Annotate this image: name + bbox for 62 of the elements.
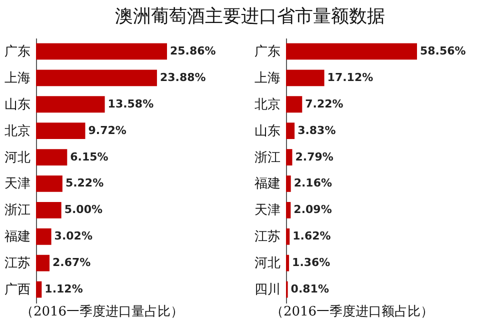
bar (286, 176, 291, 192)
y-tick-label: 浙江 (254, 150, 280, 166)
bar (286, 228, 290, 245)
bar (36, 228, 52, 245)
y-tick-label: 北京 (4, 124, 30, 139)
data-label: 3.83% (298, 124, 336, 137)
bar (286, 202, 291, 218)
data-label: 2.67% (52, 256, 91, 270)
data-label: 2.09% (294, 203, 332, 216)
data-label: 2.79% (295, 150, 334, 164)
y-tick-label: 上海 (254, 70, 280, 86)
x-axis-title: （2016一季度进口额占比） (270, 304, 434, 320)
bar (286, 70, 324, 86)
bar (36, 176, 62, 192)
data-label: 6.15% (70, 150, 108, 164)
bar (36, 96, 105, 113)
y-tick-label: 浙江 (4, 203, 30, 218)
data-label: 5.22% (65, 176, 104, 190)
y-tick-label: 福建 (4, 230, 30, 245)
bar (286, 122, 295, 140)
y-tick-label: 天津 (254, 203, 280, 218)
data-label: 0.81% (290, 282, 329, 296)
y-tick-label: 河北 (4, 150, 30, 166)
data-label: 1.36% (292, 256, 330, 270)
x-axis-title: （2016一季度进口量占比） (20, 304, 184, 320)
bar (36, 149, 68, 166)
data-label: 5.00% (64, 203, 102, 216)
data-label: 1.12% (44, 282, 83, 296)
bar (286, 43, 417, 60)
data-label: 17.12% (327, 70, 374, 84)
data-label: 23.88% (160, 70, 206, 84)
bar (286, 149, 292, 166)
y-tick-label: 河北 (254, 256, 280, 272)
bar (36, 281, 42, 298)
data-label: 25.86% (170, 44, 216, 58)
bar (36, 202, 62, 218)
y-tick-label: 山东 (4, 97, 30, 112)
y-tick-label: 江苏 (4, 256, 30, 272)
data-label: 13.58% (108, 97, 154, 110)
data-label: 3.02% (54, 230, 92, 243)
bar (36, 122, 86, 140)
data-label: 9.72% (88, 124, 126, 137)
text: 澳洲葡萄酒主要进口省市量额数据 (114, 5, 386, 29)
y-tick-label: 天津 (4, 176, 30, 192)
bar (36, 43, 167, 60)
data-label: 58.56% (420, 44, 466, 58)
bar (36, 254, 50, 272)
y-tick-label: 江苏 (254, 230, 280, 245)
data-label: 2.16% (294, 176, 332, 190)
y-tick-label: 广东 (254, 44, 280, 60)
y-tick-label: 福建 (254, 176, 280, 192)
y-tick-label: 广西 (4, 282, 30, 298)
data-label: 7.22% (305, 97, 344, 110)
y-tick-label: 北京 (254, 97, 280, 112)
bar (36, 70, 157, 86)
bar (286, 254, 290, 272)
y-tick-label: 广东 (4, 44, 30, 60)
y-tick-label: 山东 (254, 124, 280, 139)
data-label: 1.62% (292, 230, 331, 243)
bar (286, 96, 302, 113)
y-tick-label: 四川 (254, 282, 280, 298)
y-tick-label: 上海 (4, 70, 30, 86)
